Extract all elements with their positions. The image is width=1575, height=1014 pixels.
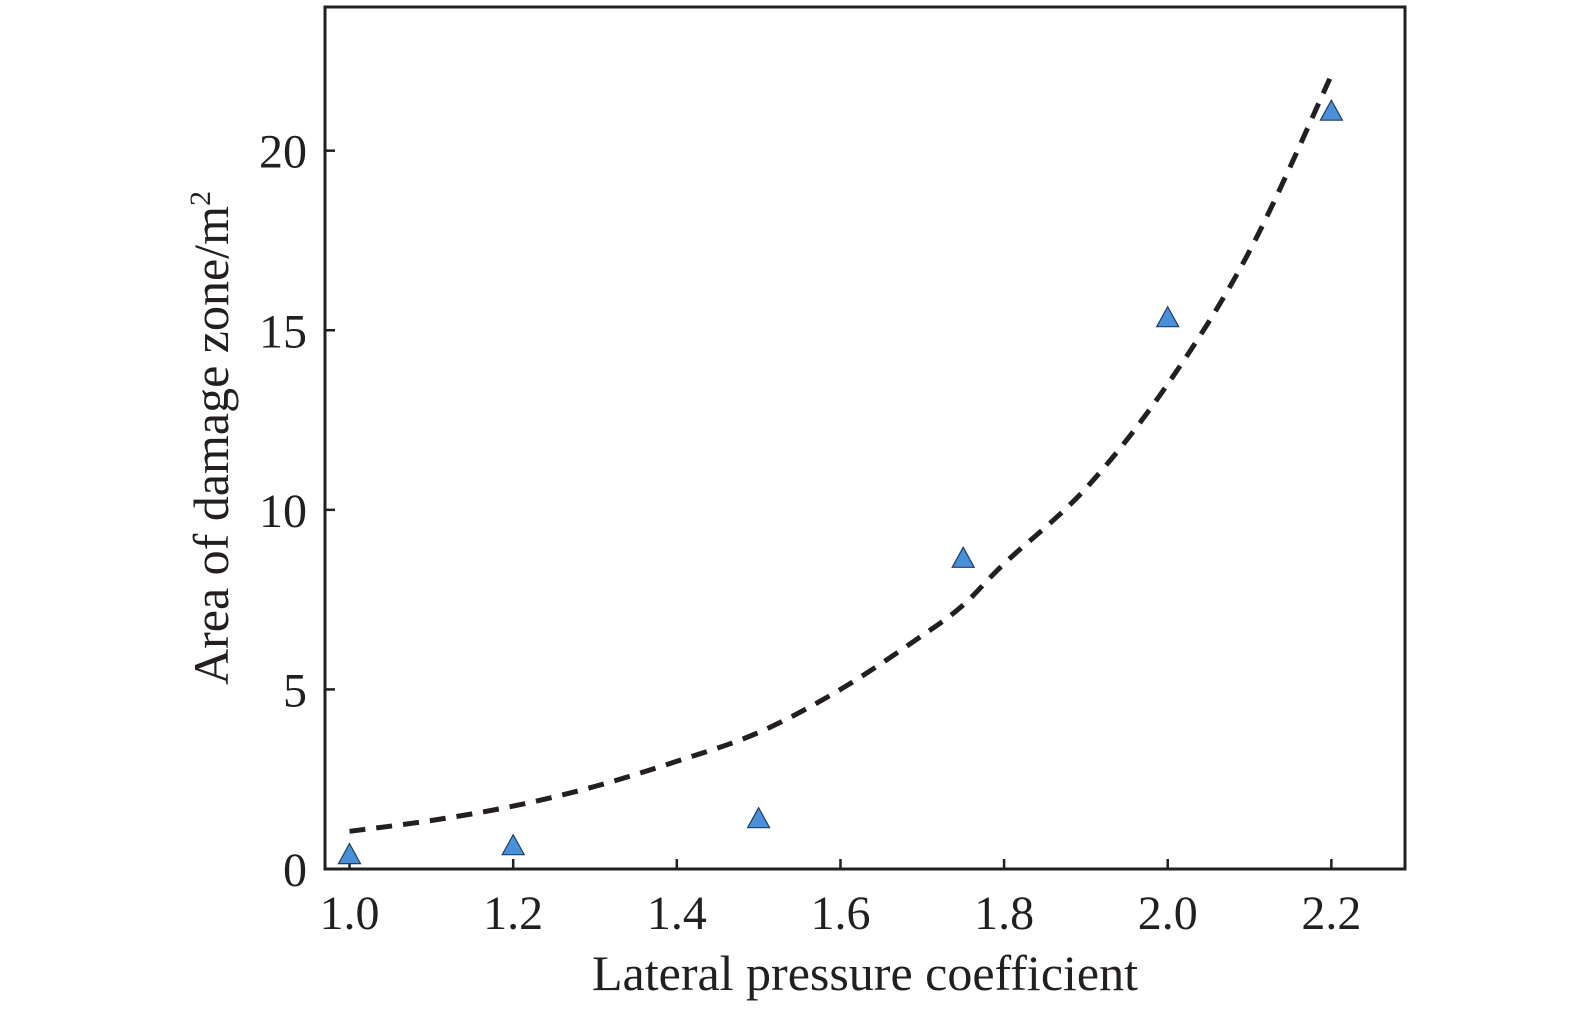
data-point xyxy=(501,833,526,856)
y-tick-label: 20 xyxy=(259,126,307,179)
x-tick-label: 1.6 xyxy=(810,887,870,940)
data-point xyxy=(1319,98,1344,121)
trendline xyxy=(349,74,1334,834)
data-points xyxy=(337,98,1344,865)
y-tick-label: 0 xyxy=(283,844,307,897)
x-tick-label: 1.4 xyxy=(647,887,707,940)
x-axis: 1.0 1.2 1.4 1.6 1.8 2.0 2.2 xyxy=(320,859,1361,940)
data-point xyxy=(746,806,771,829)
x-tick-label: 1.0 xyxy=(320,887,380,940)
x-tick-label: 2.2 xyxy=(1301,887,1361,940)
data-point xyxy=(1155,305,1180,328)
data-point xyxy=(337,842,362,865)
data-point xyxy=(951,546,976,568)
x-tick-label: 1.2 xyxy=(483,887,543,940)
x-tick-label: 2.0 xyxy=(1138,887,1198,940)
y-axis-title-superscript: 2 xyxy=(184,191,217,206)
x-tick-label: 1.8 xyxy=(974,887,1034,940)
x-axis-title: Lateral pressure coefficient xyxy=(592,945,1138,1001)
y-tick-label: 15 xyxy=(259,305,307,358)
y-axis-title: Area of damage zone/m2 xyxy=(183,191,239,685)
plot-frame xyxy=(323,5,1407,871)
y-tick-label: 10 xyxy=(259,485,307,538)
y-axis-title-text: Area of damage zone/m xyxy=(183,206,239,685)
y-axis: 0 5 10 15 20 xyxy=(259,126,335,897)
y-tick-label: 5 xyxy=(283,664,307,717)
